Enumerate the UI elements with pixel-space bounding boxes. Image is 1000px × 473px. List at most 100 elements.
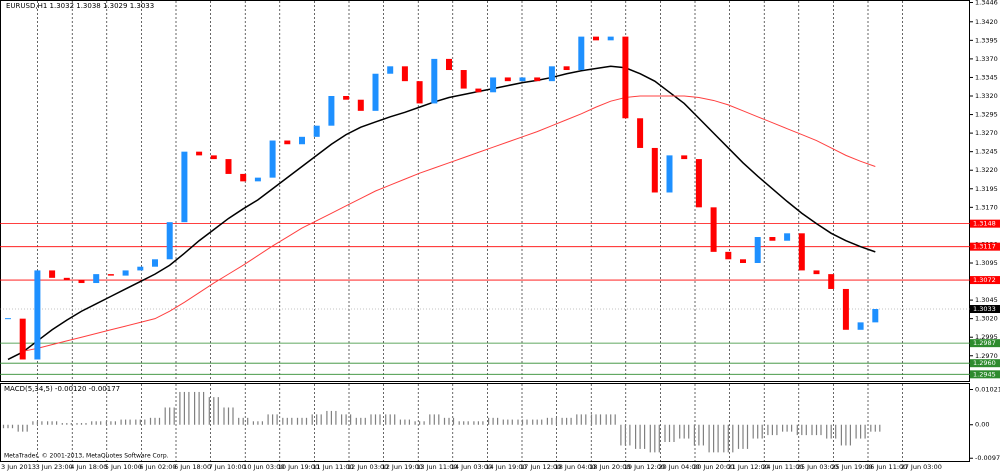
x-tick-label: 10 Jun 03:00 [243,463,284,471]
candle [548,66,555,82]
candle [240,173,247,182]
candle [446,58,452,71]
candle [343,96,350,100]
x-tick-label: 13 Jun 11:00 [416,463,457,471]
candle [372,73,379,111]
x-tick-label: 21 Jun 12:00 [728,463,769,471]
y-tick-label: 1.3320 [975,92,998,100]
level-label: 1.2945 [973,370,996,378]
y-tick-label: 1.3045 [975,296,998,304]
level-tag [970,242,1000,251]
candle [284,140,291,145]
x-tick-label: 5 Jun 10:00 [105,463,142,471]
y-tick-label: 1.3220 [975,166,998,174]
current-price-label: 1.3033 [973,305,996,313]
y-tick-label: 1.3446 [975,0,998,6]
header: EURUSD,H1 1.3032 1.3038 1.3029 1.3033 [6,2,154,10]
candle [416,81,423,104]
candle [622,36,629,119]
candle [681,155,688,160]
x-tick-label: 25 Jun 19:00 [831,463,872,471]
candle [152,259,158,267]
candle [593,36,599,41]
x-tick-label: 20 Jun 20:00 [693,463,734,471]
x-tick-label: 11 Jun 11:00 [312,463,353,471]
level-label: 1.3117 [973,243,996,251]
y-tick-label: 1.3420 [975,18,998,26]
macd-title: MACD(5,34,5) -0.00120 -0.00177 [4,385,120,393]
candle [357,99,364,111]
x-tick-label: 12 Jun 03:00 [347,463,388,471]
x-tick-label: 17 Jun 12:00 [520,463,561,471]
candle [842,288,849,330]
candle [225,159,232,174]
candle [49,270,56,278]
macd-y-tick-label: 0.00 [975,421,989,429]
candle [431,58,438,104]
x-tick-label: 6 Jun 02:00 [139,463,176,471]
y-tick-label: 1.3095 [975,259,998,267]
candle [725,251,732,260]
level-label: 1.3148 [973,220,996,228]
candle [563,66,570,71]
main-panel [0,0,970,382]
candle [210,155,217,160]
y-tick-label: 1.3270 [975,129,998,137]
x-tick-label: 25 Jun 03:00 [797,463,838,471]
x-tick-label: 7 Jun 10:00 [209,463,246,471]
y-tick-label: 1.3295 [975,111,998,119]
x-tick-label: 20 Jun 04:00 [658,463,699,471]
y-tick-label: 1.3245 [975,148,998,156]
level-tag [970,219,1000,228]
x-tick-label: 24 Jun 11:00 [762,463,803,471]
candle [519,77,526,82]
candle [666,155,673,193]
candle [313,125,320,137]
candle [460,70,467,89]
candle [299,136,305,145]
y-tick-label: 1.3370 [975,55,998,63]
candle [122,270,129,276]
x-tick-label: 26 Jun 11:00 [866,463,907,471]
candle [607,36,614,41]
candle [93,274,100,284]
candle [769,237,776,241]
candle [401,66,408,82]
candle [754,237,761,263]
candle [695,159,702,208]
macd-y-tick-label: 0.01021 [975,385,1000,393]
candle [490,77,497,93]
current-price-tag [970,305,1000,314]
x-tick-label: 3 Jun 23:00 [36,463,73,471]
candle [34,270,41,360]
y-tick-label: 1.3345 [975,73,998,81]
x-tick-label: 18 Jun 04:00 [555,463,596,471]
moving-average [22,95,876,352]
candle [475,88,482,93]
candle [63,277,70,281]
candle [269,140,276,178]
candle [107,274,114,276]
x-tick-label: 3 Jun 2013 [1,463,36,471]
y-tick-label: 1.3020 [975,315,998,323]
x-tick-label: 12 Jun 19:00 [382,463,423,471]
candle [504,77,511,82]
candle [872,309,879,323]
x-tick-label: 19 Jun 12:00 [624,463,665,471]
level-label: 1.2987 [973,339,996,347]
y-tick-label: 1.2995 [975,333,998,341]
candle [828,274,835,289]
level-label: 1.3072 [973,276,996,284]
candle [78,280,85,284]
candle [19,318,26,360]
candle [534,77,541,82]
y-tick-label: 1.3195 [975,185,998,193]
candle [651,147,658,193]
y-tick-label: 1.3395 [975,36,998,44]
candle [196,151,203,156]
x-tick-label: 10 Jun 19:00 [278,463,319,471]
macd-y-tick-label: -0.0097 [975,454,1000,462]
candle [813,270,820,275]
candle [328,96,335,126]
